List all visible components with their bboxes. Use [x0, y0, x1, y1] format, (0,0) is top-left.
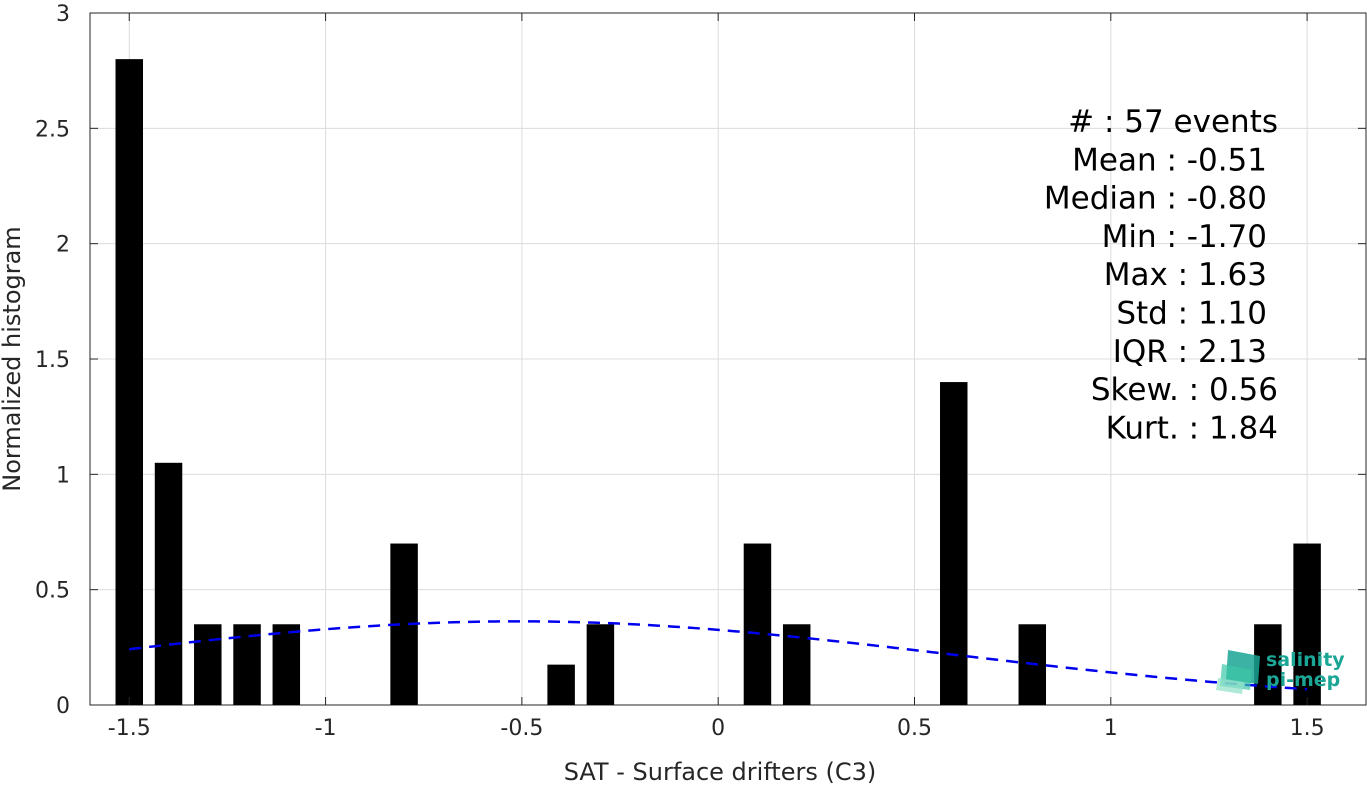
stat-line: Kurt. : 1.84 — [1106, 410, 1278, 446]
x-tick-label: 0.5 — [897, 716, 932, 741]
y-axis-label: Normalized histogram — [0, 226, 26, 491]
normal-fit-curve — [129, 620, 1308, 691]
stat-line: Min : -1.70 — [1102, 219, 1267, 255]
histogram-bar — [154, 462, 183, 705]
histogram-bar — [115, 59, 144, 705]
y-tick-label: 3 — [56, 2, 70, 27]
wave-icon — [1216, 650, 1260, 694]
x-tick-label: -0.5 — [500, 716, 543, 741]
stat-line: Skew. : 0.56 — [1091, 372, 1278, 408]
x-tick-label: 1 — [1104, 716, 1118, 741]
x-tick-label: 1.5 — [1290, 716, 1325, 741]
y-tick-label: 1 — [56, 463, 70, 488]
histogram-bar — [547, 664, 575, 705]
stat-line: IQR : 2.13 — [1113, 334, 1267, 370]
histogram-bar — [272, 624, 301, 705]
histogram-bar — [940, 382, 968, 705]
y-tick-label: 0 — [56, 694, 70, 719]
x-tick-label: -1.5 — [108, 716, 151, 741]
stat-line: Max : 1.63 — [1104, 257, 1267, 293]
stat-line: Std : 1.10 — [1116, 296, 1267, 332]
x-axis-ticks: -1.5 -1 -0.5 0 0.5 1 1.5 — [108, 13, 1325, 741]
y-tick-label: 2 — [56, 233, 70, 258]
y-tick-label: 0.5 — [35, 579, 70, 604]
y-tick-label: 1.5 — [35, 348, 70, 373]
histogram-bar — [1293, 543, 1321, 705]
histogram-bar — [194, 624, 222, 705]
x-tick-label: -1 — [315, 716, 337, 741]
stat-line: Mean : -0.51 — [1072, 142, 1267, 178]
stat-line: Median : -0.80 — [1044, 181, 1267, 217]
stat-line: # : 57 events — [1068, 104, 1278, 140]
histogram-bar — [586, 624, 615, 705]
histogram-bar — [743, 543, 772, 705]
y-tick-label: 2.5 — [35, 117, 70, 142]
logo-text-salinity: salinity — [1266, 649, 1345, 671]
y-axis-ticks: 0 0.5 1 1.5 2 2.5 3 — [35, 2, 1366, 719]
histogram-bars — [115, 59, 1321, 705]
x-axis-label: SAT - Surface drifters (C3) — [564, 758, 877, 785]
salinity-pimep-logo: salinity pi-mep — [1216, 649, 1345, 694]
logo-text-pimep: pi-mep — [1266, 669, 1340, 691]
x-tick-label: 0 — [711, 716, 725, 741]
